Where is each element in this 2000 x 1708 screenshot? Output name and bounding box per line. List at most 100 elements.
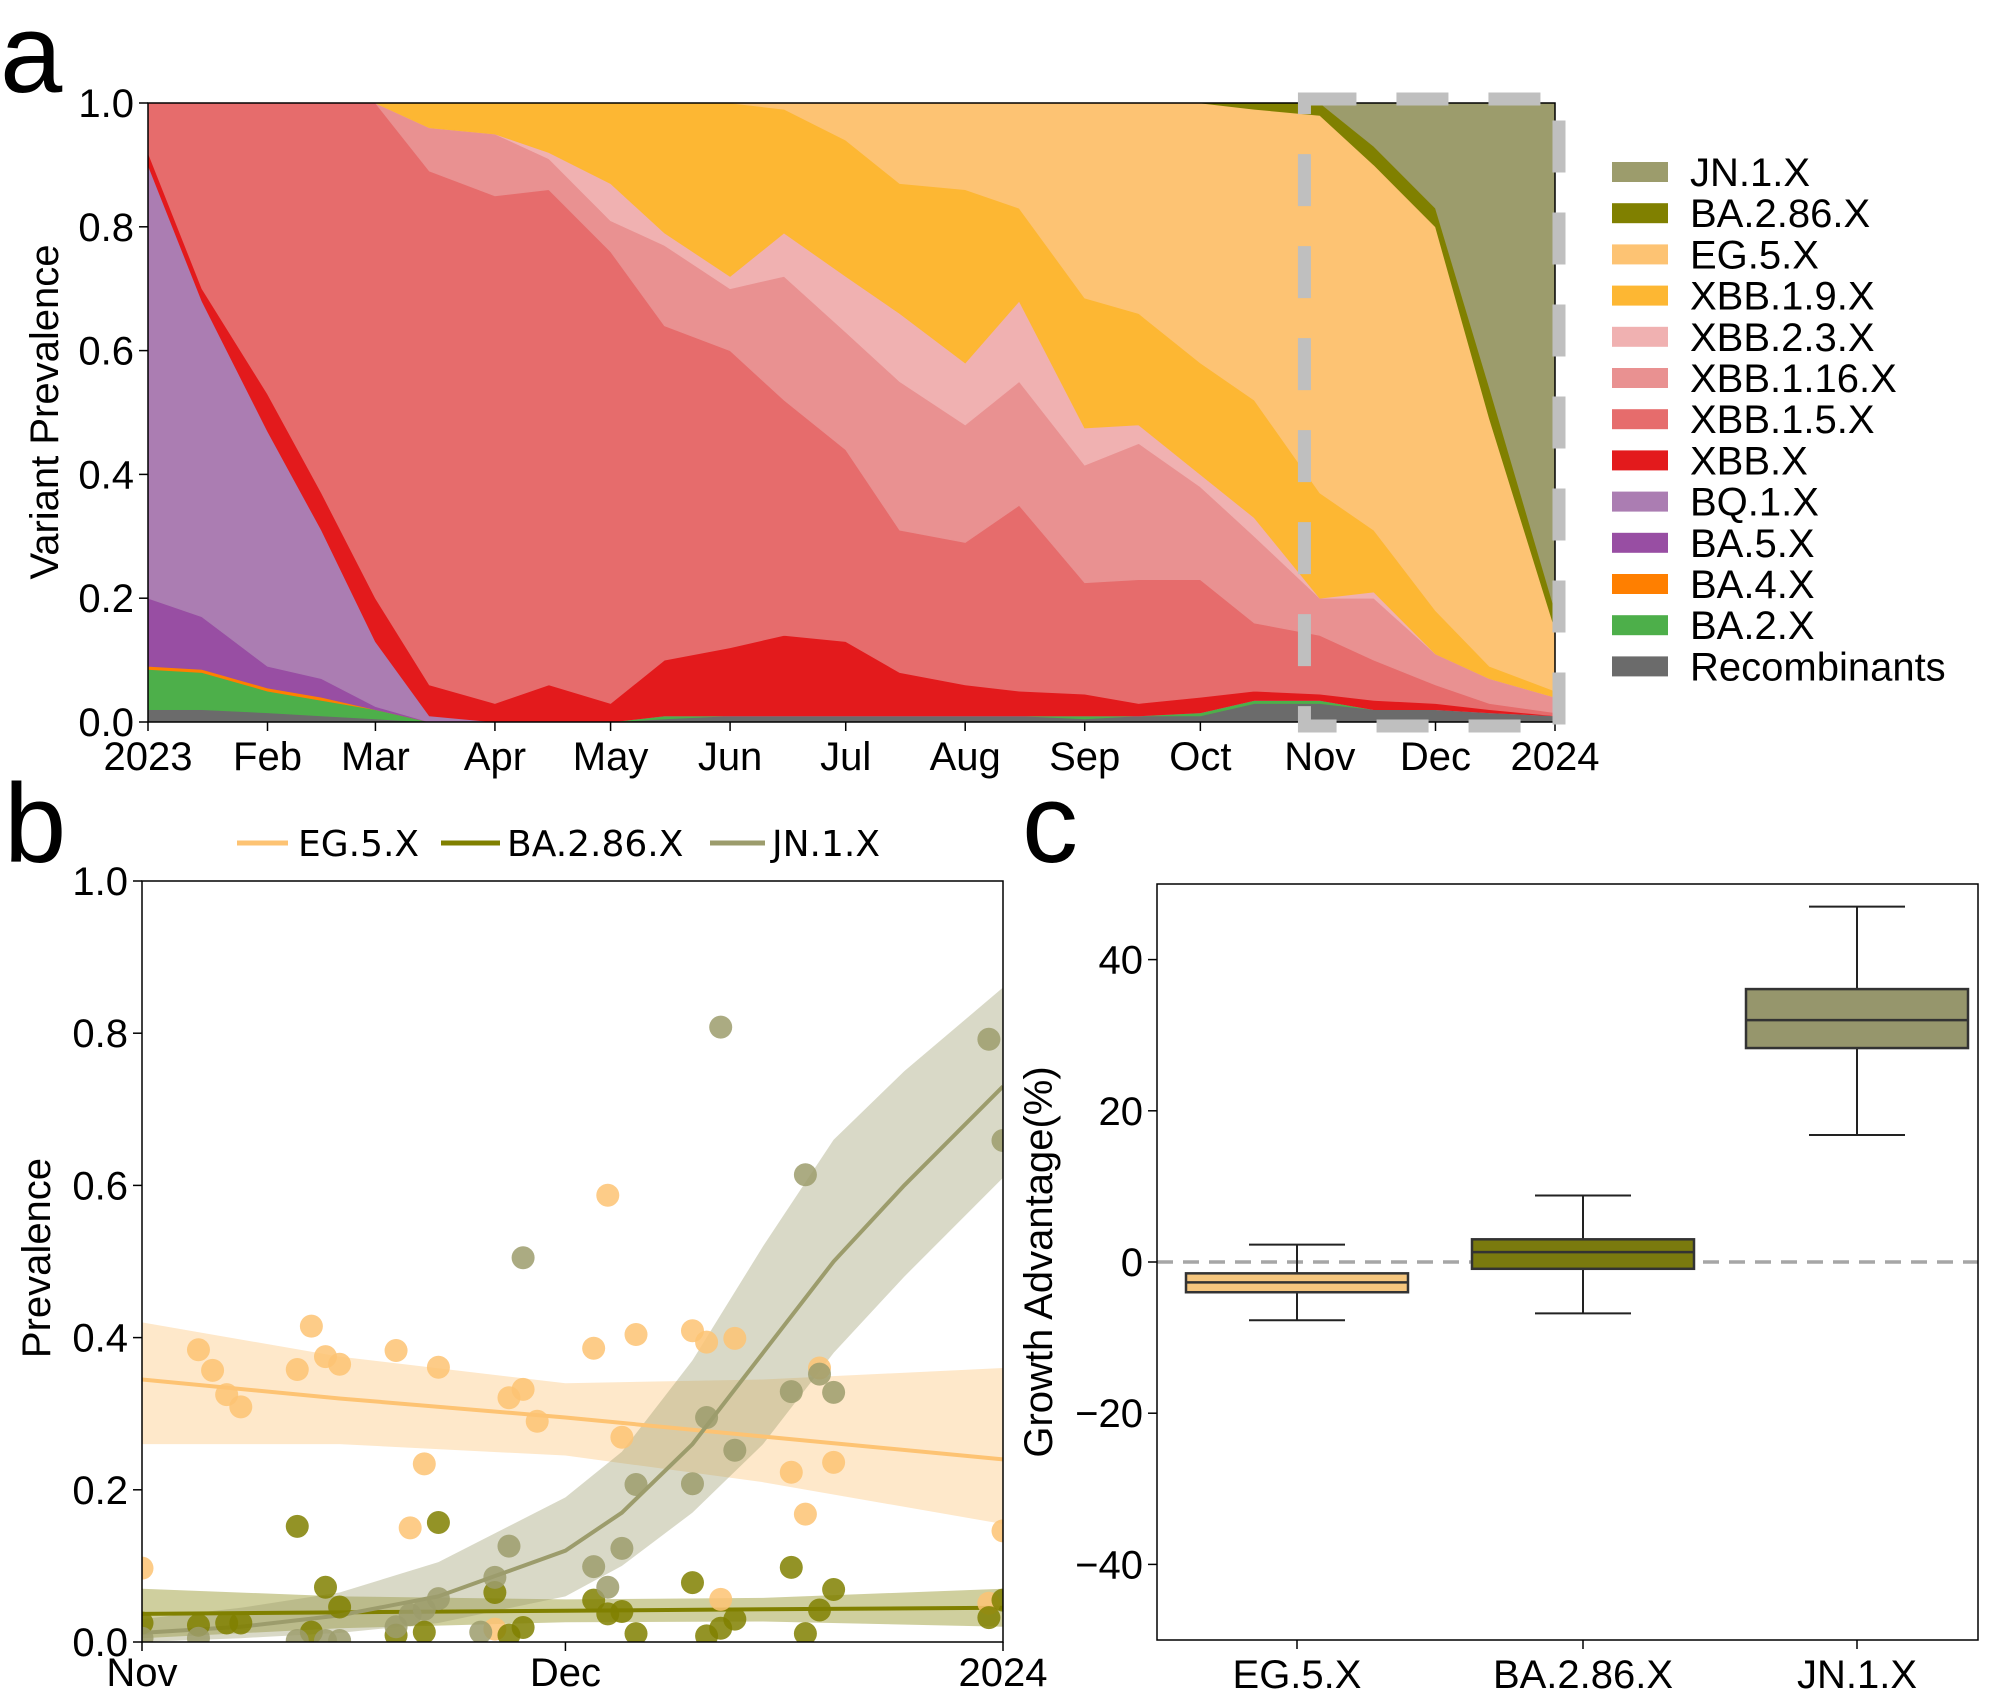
data-point-ba-2-86-x	[229, 1611, 253, 1635]
x-tick-label: EG.5.X	[1233, 1653, 1362, 1697]
legend-swatch	[1612, 574, 1668, 594]
iqr-box	[1744, 987, 1970, 1050]
x-tick-label: Mar	[341, 735, 410, 779]
y-tick-label: 0.0	[78, 701, 134, 745]
plot-area	[142, 987, 1003, 1642]
data-point-eg-5-x	[142, 1556, 154, 1580]
legend: JN.1.XBA.2.86.XEG.5.XXBB.1.9.XXBB.2.3.XX…	[1612, 151, 1946, 689]
panel-a-stacked-area-chart: 0.0 0.2 0.4 0.6 0.8 1.0 2023 Feb Mar Apr May Jun Jul…	[23, 82, 1946, 779]
data-point-jn-1-x	[723, 1438, 747, 1462]
legend-swatch	[1612, 532, 1668, 553]
data-point-jn-1-x	[511, 1246, 535, 1270]
data-point-jn-1-x	[328, 1628, 352, 1642]
legend-swatch	[1612, 450, 1668, 471]
legend-label: EG.5.X	[298, 824, 419, 865]
legend-label: XBB.1.9.X	[1690, 275, 1875, 319]
data-point-ba-2-86-x	[426, 1511, 450, 1535]
y-tick-label: −20	[1075, 1392, 1143, 1436]
x-tick-label: BA.2.86.X	[1493, 1653, 1673, 1697]
data-point-jn-1-x	[822, 1380, 846, 1404]
data-point-ba-2-86-x	[511, 1616, 535, 1640]
y-tick-label: 40	[1099, 939, 1144, 983]
data-point-ba-2-86-x	[991, 1588, 1003, 1612]
legend-swatch	[1612, 491, 1668, 512]
data-point-eg-5-x	[398, 1516, 422, 1540]
data-point-jn-1-x	[497, 1534, 521, 1558]
fit-line-ba-2-86-x	[142, 1605, 1003, 1616]
y-tick-label: 0.2	[72, 1469, 128, 1513]
y-tick-label: 0.0	[72, 1621, 128, 1665]
legend-label: XBB.2.3.X	[1690, 316, 1875, 360]
y-tick-label: −40	[1075, 1543, 1143, 1587]
x-tick-label: Oct	[1169, 735, 1231, 779]
panel-label-c: c	[1022, 761, 1078, 886]
data-point-ba-2-86-x	[412, 1620, 436, 1642]
y-tick-label: 0.4	[78, 453, 134, 497]
data-point-eg-5-x	[709, 1587, 733, 1611]
data-point-jn-1-x	[779, 1380, 803, 1404]
data-point-eg-5-x	[328, 1352, 352, 1376]
data-point-eg-5-x	[610, 1425, 634, 1449]
legend-label: BA.5.X	[1690, 522, 1815, 566]
x-tick-label: Nov	[106, 1651, 177, 1695]
data-point-eg-5-x	[582, 1336, 606, 1360]
x-tick-label: Feb	[233, 735, 302, 779]
data-point-jn-1-x	[285, 1628, 309, 1642]
y-tick-label: 1.0	[72, 860, 128, 904]
y-axis-label: Prevalence	[15, 1158, 59, 1358]
fit-line-jn-1-x	[142, 1085, 1003, 1635]
data-point-ba-2-86-x	[680, 1571, 704, 1595]
legend-label: Recombinants	[1690, 645, 1946, 689]
data-point-jn-1-x	[186, 1626, 210, 1642]
data-point-jn-1-x	[596, 1575, 620, 1599]
data-point-jn-1-x	[582, 1555, 606, 1579]
legend-label: BA.2.86.X	[1690, 192, 1870, 236]
y-tick-label: 0.8	[78, 206, 134, 250]
fit-line-eg-5-x	[142, 1377, 1003, 1462]
legend-swatch	[1612, 162, 1668, 182]
data-point-eg-5-x	[412, 1452, 436, 1476]
x-tick-label: Jun	[698, 735, 763, 779]
y-tick-label: 0	[1121, 1241, 1143, 1285]
y-tick-label: 0.8	[72, 1012, 128, 1056]
data-point-ba-2-86-x	[822, 1577, 846, 1601]
x-tick-label: Dec	[530, 1651, 601, 1695]
data-point-eg-5-x	[695, 1330, 719, 1354]
panel-label-b: b	[4, 761, 66, 886]
panel-c-box-plot: EG.5.X BA.2.86.X JN.1.X −40 −20 0 20 40 Growth A…	[1017, 883, 1979, 1697]
legend-label: JN.1.X	[1690, 151, 1810, 195]
data-point-eg-5-x	[991, 1519, 1003, 1543]
panel-label-a: a	[0, 0, 63, 116]
x-tick-label: JN.1.X	[1797, 1653, 1917, 1697]
data-point-jn-1-x	[793, 1163, 817, 1187]
data-point-jn-1-x	[469, 1620, 493, 1642]
data-point-ba-2-86-x	[610, 1600, 634, 1624]
y-tick-label: 20	[1099, 1090, 1144, 1134]
legend-label: JN.1.X	[770, 824, 880, 865]
legend-swatch	[1612, 368, 1668, 388]
data-point-ba-2-86-x	[624, 1622, 648, 1642]
data-point-eg-5-x	[299, 1314, 323, 1338]
data-point-eg-5-x	[624, 1323, 648, 1347]
legend: EG.5.X BA.2.86.X JN.1.X	[237, 824, 880, 865]
highlight-box	[1297, 92, 1566, 733]
data-point-jn-1-x	[624, 1472, 648, 1496]
data-point-jn-1-x	[610, 1536, 634, 1560]
data-point-jn-1-x	[977, 1027, 1001, 1051]
data-point-ba-2-86-x	[285, 1514, 309, 1538]
data-point-eg-5-x	[229, 1395, 253, 1419]
y-tick-label: 0.6	[72, 1164, 128, 1208]
legend-swatch	[1612, 244, 1668, 265]
plot-frame	[141, 880, 1004, 1643]
x-tick-label: Jul	[820, 735, 871, 779]
data-point-ba-2-86-x	[793, 1622, 817, 1642]
data-point-jn-1-x	[991, 1129, 1003, 1152]
legend-label: XBB.1.5.X	[1690, 398, 1875, 442]
x-tick-label: Dec	[1400, 735, 1471, 779]
legend-label: BA.2.X	[1690, 604, 1815, 648]
data-point-eg-5-x	[285, 1358, 309, 1382]
data-point-ba-2-86-x	[808, 1598, 832, 1622]
data-point-ba-2-86-x	[723, 1607, 747, 1631]
legend-swatch	[1612, 203, 1668, 224]
x-tick-label: Apr	[464, 735, 526, 779]
